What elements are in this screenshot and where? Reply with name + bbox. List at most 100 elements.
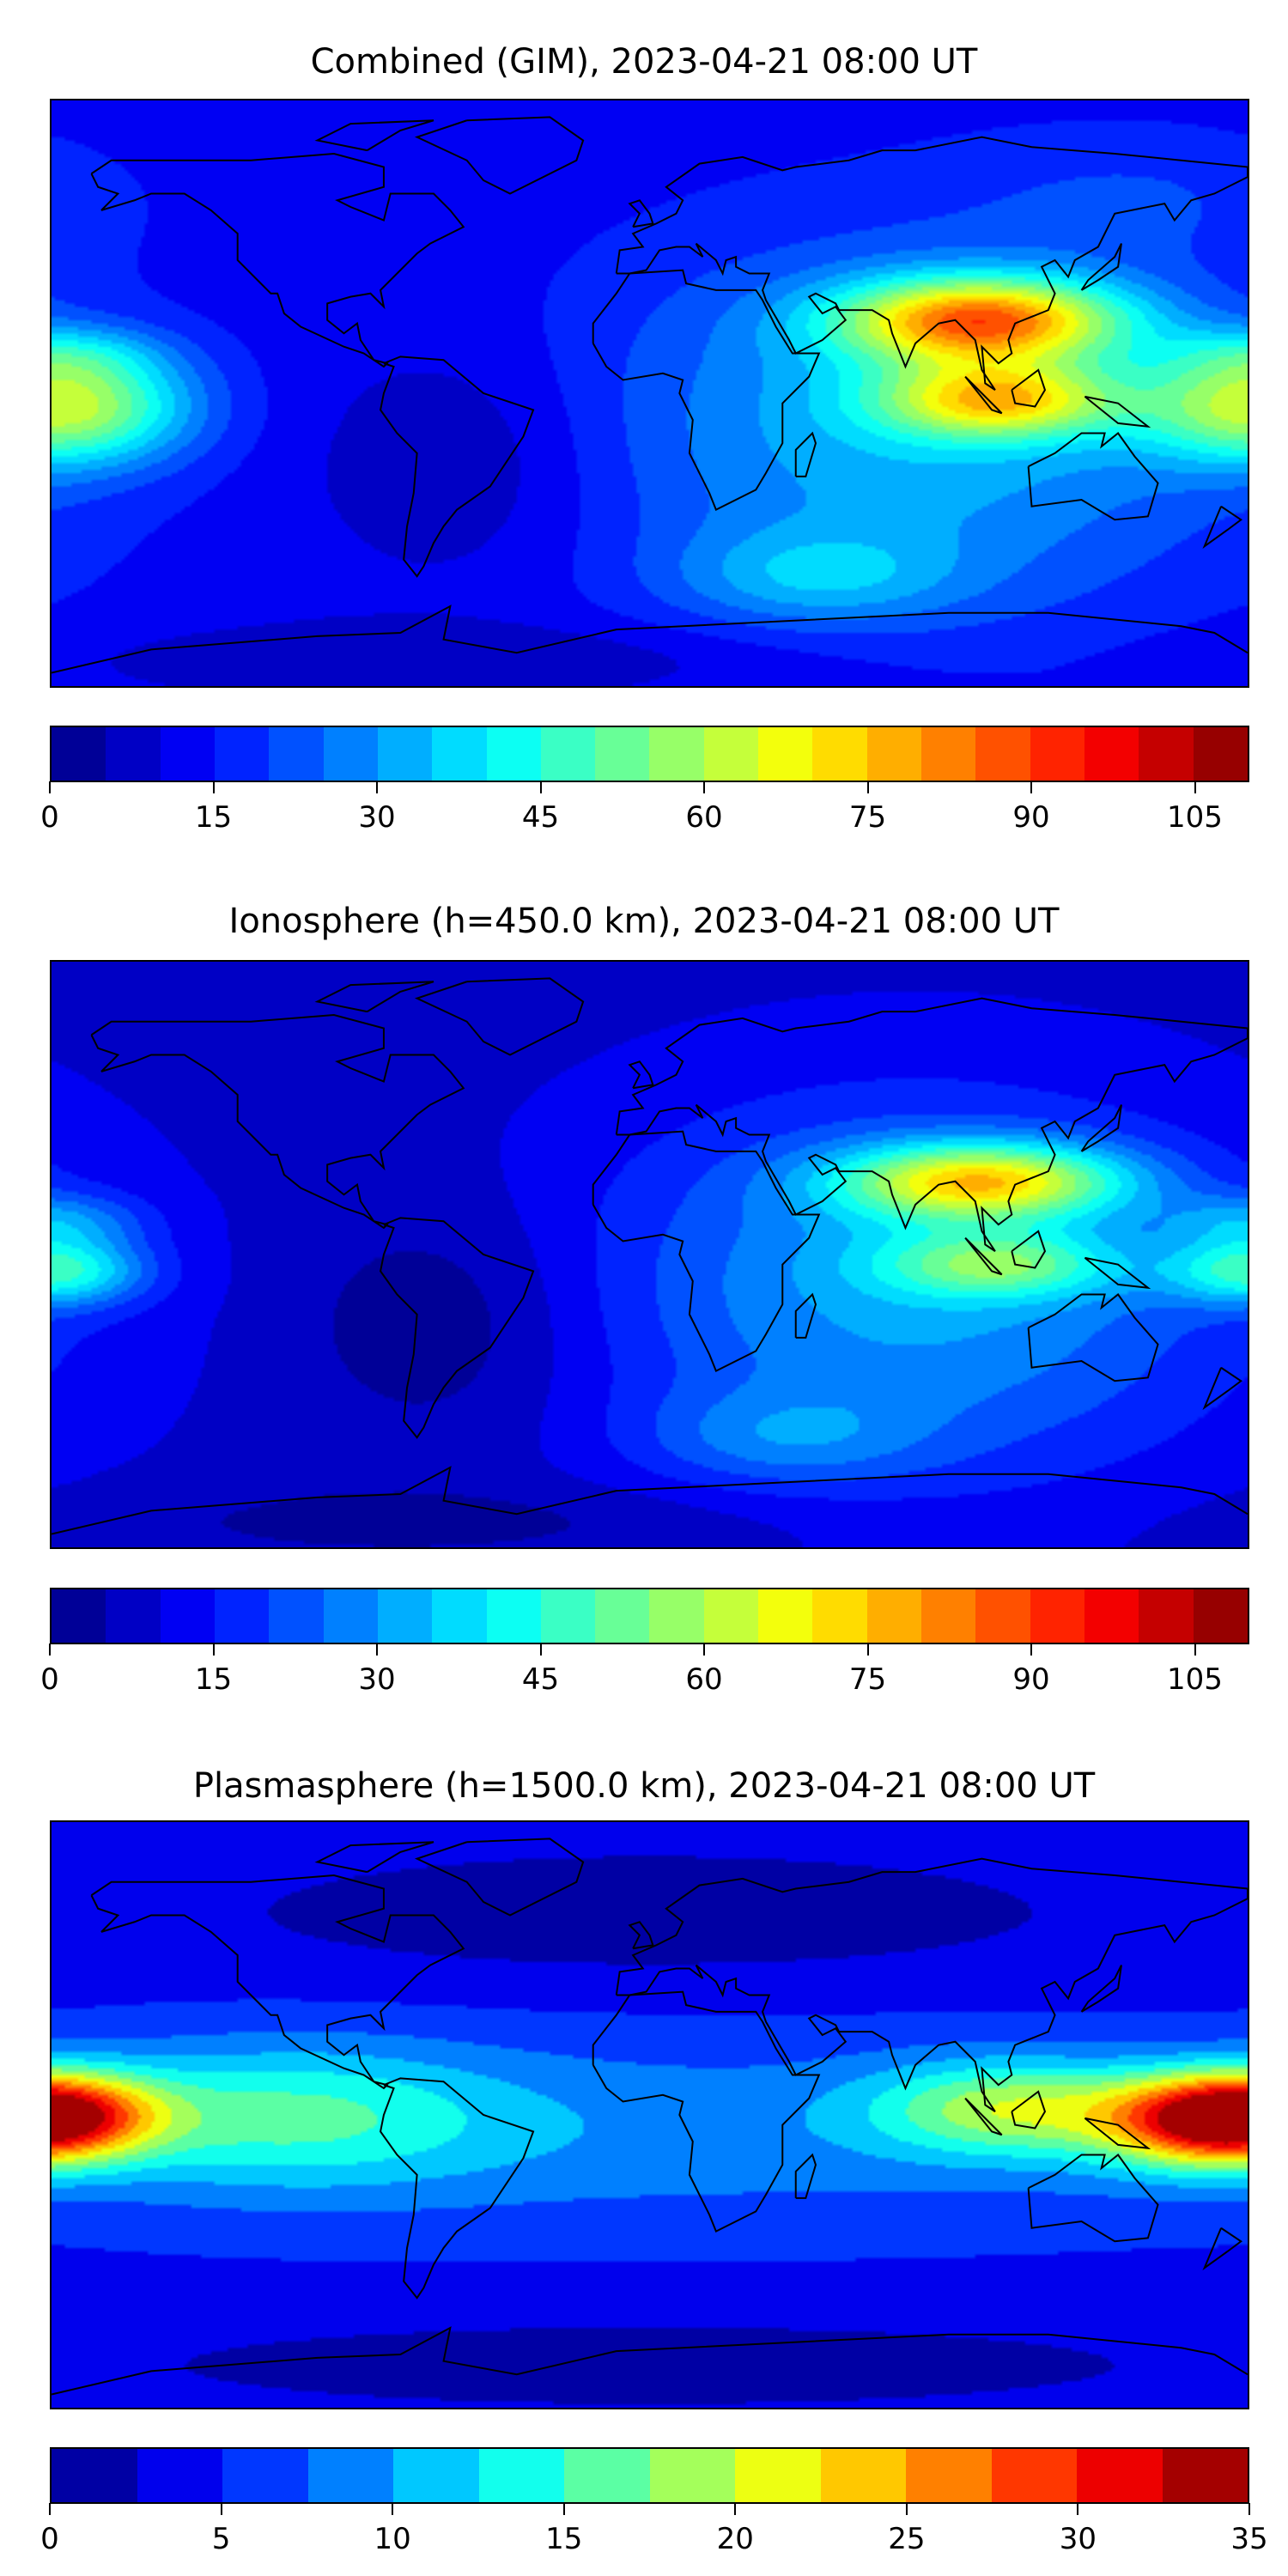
colorbar-tick-label: 5 [211,2522,231,2556]
panel-title: Ionosphere (h=450.0 km), 2023-04-21 08:0… [228,902,1060,941]
coastline [1205,2228,1242,2269]
coastline [965,1238,1002,1275]
colorbar-tick [1194,781,1196,793]
colorbar-bin [564,2449,650,2502]
colorbar-bin [649,2449,735,2502]
coastline [380,356,533,576]
colorbar-tick-label: 90 [1012,1662,1050,1697]
coastline [417,1838,583,1915]
colorbar-bin [1193,727,1248,781]
colorbar-bin [649,727,704,781]
coastline [318,120,434,150]
colorbar-tick-label: 105 [1167,1662,1223,1697]
coastline [1084,397,1148,427]
colorbar-tick-label: 90 [1012,800,1050,835]
coastline [1082,1965,1121,2012]
colorbar-tick-label: 15 [194,1662,233,1697]
coastline [318,1842,434,1872]
colorbar-bin [866,1589,921,1643]
coastline [1012,370,1045,407]
colorbar-bin [52,727,106,781]
colorbar-bin [307,2449,393,2502]
coastline [796,1295,816,1338]
colorbar-bin [812,727,867,781]
coastline [1084,1258,1148,1288]
coastline [91,154,463,367]
colorbar-tick-label: 60 [685,1662,723,1697]
coastline [965,377,1002,414]
coastline [1205,507,1242,547]
colorbar-tick [703,781,705,793]
colorbar-tick-label: 75 [848,1662,887,1697]
colorbar-bin [1193,1589,1248,1643]
tec-field [52,100,1248,686]
colorbar-bin [1030,1589,1084,1643]
colorbar-bin [137,2449,222,2502]
tec-map-ionosphere [50,960,1249,1549]
colorbar-bin [377,727,433,781]
colorbar-ticks: 0 15 30 45 60 75 90 105 [40,781,1249,835]
coastline [1029,434,1158,520]
colorbar-bin [214,727,270,781]
coastline [593,270,819,510]
colorbar-bin [1084,1589,1139,1643]
colorbar-tick [376,781,378,793]
colorbar-bin [921,1589,976,1643]
coastline [965,2099,1002,2136]
colorbar-tick [734,2503,737,2515]
colorbar-tick [905,2503,908,2515]
coastline [617,999,1248,1252]
coastline [417,117,583,193]
colorbar-bin [1139,727,1194,781]
colorbar-bin [921,727,976,781]
coastline [1082,244,1121,290]
colorbar-tick [866,1643,869,1656]
colorbar-bin [820,2449,906,2502]
colorbar-bin [703,727,759,781]
colorbar-tick-label: 45 [521,1662,560,1697]
colorbar-bin [975,1589,1030,1643]
colorbar-bin [160,1589,215,1643]
coastline [318,981,434,1012]
colorbar-tick-label: 0 [40,1662,59,1697]
colorbar-bin [106,727,161,781]
colorbar-bin [540,1589,596,1643]
colorbar-tick-label: 30 [358,800,396,835]
coastline [1205,1368,1242,1408]
coastlines [52,100,1248,686]
colorbar-bin [595,1589,650,1643]
colorbar-bin [1084,727,1139,781]
coastline [617,1859,1248,2112]
colorbar-tick-label: 75 [848,800,887,835]
colorbar-bin [758,727,813,781]
colorbar-bin [269,1589,324,1643]
colorbar-tick-label: 0 [40,2522,59,2556]
colorbar-bin [812,1589,867,1643]
coastline [796,434,816,477]
colorbar-tick-label: 105 [1167,800,1223,835]
colorbar-bin [1077,2449,1163,2502]
colorbar-bin [1030,727,1084,781]
colorbar-bin [222,2449,308,2502]
colorbar-tick [539,781,542,793]
colorbar-bin [540,727,596,781]
panel-title: Plasmasphere (h=1500.0 km), 2023-04-21 0… [192,1766,1096,1806]
colorbar-bin [906,2449,992,2502]
colorbar-bin [323,727,378,781]
colorbar-tick [392,2503,394,2515]
colorbar-tick [1249,2503,1250,2515]
colorbar-bin [991,2449,1077,2502]
colorbar-tick-label: 35 [1230,2522,1268,2556]
colorbar-bin [975,727,1030,781]
colorbar-bin [649,1589,704,1643]
colorbar-bin [432,1589,487,1643]
coastline [1084,2118,1148,2148]
colorbar-tick [49,2503,51,2515]
colorbar-tick [703,1643,705,1656]
colorbar-tick-label: 30 [358,1662,396,1697]
colorbar-bin [52,2449,137,2502]
colorbar-tick [212,1643,215,1656]
colorbar [50,1588,1249,1644]
coastline [593,1992,819,2232]
coastline [1082,1105,1121,1151]
